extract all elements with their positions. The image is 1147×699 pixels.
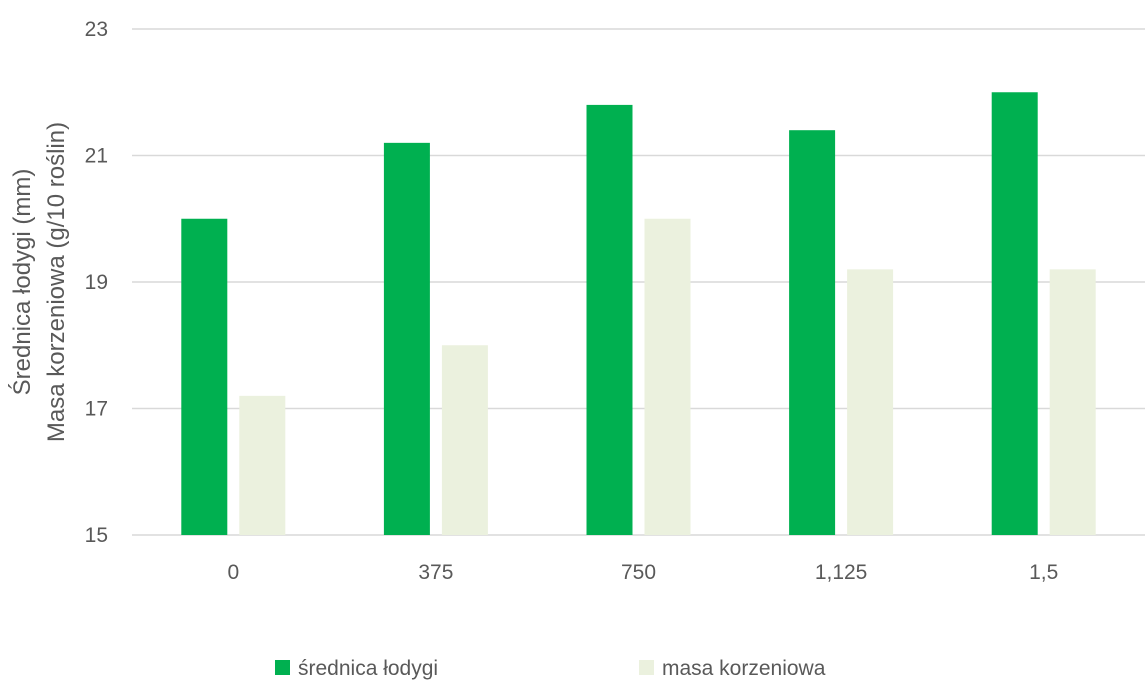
bar-series1-2: [644, 218, 691, 535]
legend-swatch-masa-korzeniowa: [639, 660, 654, 675]
y-tick-label-23: 23: [85, 18, 108, 41]
x-tick-label-1: 375: [418, 561, 453, 584]
x-tick-label-4: 1,5: [1029, 561, 1058, 584]
y-axis-tick-labels: 15 17 19 21 23: [85, 18, 108, 547]
legend-swatch-srednica-lodygi: [275, 660, 290, 675]
x-tick-label-2: 750: [621, 561, 656, 584]
bar-series0-0: [181, 218, 228, 535]
y-axis-title-line-1: Średnica łodygi (mm): [8, 169, 36, 396]
y-axis-title-line-2: Masa korzeniowa (g/10 roślin): [43, 122, 70, 442]
x-axis-tick-labels: 0 375 750 1,125 1,5: [227, 561, 1058, 584]
bar-series0-4: [991, 92, 1038, 535]
y-tick-label-15: 15: [85, 524, 108, 547]
legend: średnica łodygi masa korzeniowa: [275, 657, 826, 680]
x-tick-label-3: 1,125: [815, 561, 868, 584]
gridlines: [132, 28, 1145, 536]
y-tick-label-17: 17: [85, 398, 108, 421]
bar-series0-1: [383, 142, 430, 535]
legend-label-srednica-lodygi: średnica łodygi: [298, 657, 438, 680]
bar-series0-3: [789, 130, 836, 535]
legend-label-masa-korzeniowa: masa korzeniowa: [662, 657, 826, 680]
bar-series1-1: [441, 345, 488, 535]
bar-series1-4: [1049, 269, 1096, 535]
x-tick-label-0: 0: [227, 561, 239, 584]
bar-series0-2: [586, 104, 633, 536]
bars: [181, 92, 1096, 536]
y-tick-label-21: 21: [85, 145, 108, 168]
y-tick-label-19: 19: [85, 271, 108, 294]
y-axis-title: Średnica łodygi (mm) Masa korzeniowa (g/…: [8, 122, 70, 442]
bar-series1-3: [847, 269, 894, 535]
bar-series1-0: [239, 395, 286, 535]
